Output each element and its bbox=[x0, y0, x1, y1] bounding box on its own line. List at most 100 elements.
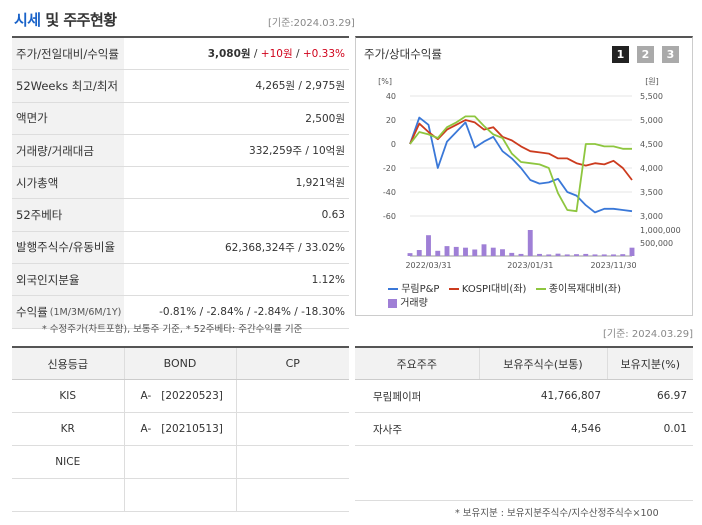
series-line bbox=[409, 116, 633, 214]
chart-reference-date: [기준: 2024.03.29] bbox=[603, 329, 694, 340]
volume-bar bbox=[527, 230, 533, 256]
volume-bar bbox=[620, 254, 626, 256]
y-right-tick-label: 3,000 bbox=[640, 212, 663, 221]
stats-row-foreign: 외국인지분율 1.12% bbox=[12, 264, 349, 297]
table-row: NICE bbox=[12, 445, 349, 479]
table-row bbox=[12, 478, 349, 512]
stats-value: 1,921억원 bbox=[295, 177, 345, 190]
stats-value: 4,265원 / 2,975원 bbox=[255, 80, 345, 93]
x-tick-label: 2023/11/30 bbox=[590, 261, 636, 270]
y-right-tick-label: 3,500 bbox=[640, 188, 663, 197]
volume-tick-label: 1,000,000 bbox=[640, 226, 681, 235]
volume-bar bbox=[407, 253, 413, 256]
major-holders-table: 주요주주 보유주식수(보통) 보유지분(%) 무림페이퍼 41,766,807 … bbox=[355, 346, 693, 446]
y-left-tick-label: -40 bbox=[383, 188, 396, 197]
stats-value: 62,368,324주 / 33.02% bbox=[224, 241, 345, 254]
x-tick-label: 2022/03/31 bbox=[405, 261, 451, 270]
y-right-tick-label: 5,500 bbox=[640, 92, 663, 101]
stats-value: 3,080원 / +10원 / +0.33% bbox=[207, 48, 345, 61]
volume-bar bbox=[481, 244, 487, 256]
col-header-ratio: 보유지분(%) bbox=[606, 347, 693, 380]
table-row: 자사주 4,546 0.01 bbox=[355, 412, 693, 446]
col-header-cp: CP bbox=[235, 347, 349, 380]
stats-value: 2,500원 bbox=[305, 112, 345, 125]
price-change: +10원 bbox=[260, 48, 293, 61]
volume-bar bbox=[592, 254, 598, 256]
chart-tab-1[interactable]: 1 bbox=[612, 46, 629, 63]
stats-row-returns: 수익률 (1M/3M/6M/1Y) -0.81% / -2.84% / -2.84… bbox=[12, 296, 349, 329]
volume-bar bbox=[435, 250, 441, 256]
stats-value: -0.81% / -2.84% / -2.84% / -18.30% bbox=[159, 306, 345, 319]
y-right-tick-label: 5,000 bbox=[640, 116, 663, 125]
stats-row-price: 주가/전일대비/수익률 3,080원 / +10원 / +0.33% bbox=[12, 38, 349, 71]
volume-bar bbox=[444, 246, 450, 256]
legend-item-paper: 종이목재대비(좌) bbox=[535, 284, 621, 295]
stats-label: 52주베타 bbox=[12, 199, 124, 231]
series-line bbox=[409, 115, 632, 213]
volume-bar bbox=[546, 254, 552, 256]
stats-label: 액면가 bbox=[12, 102, 124, 134]
col-header-rating: 신용등급 bbox=[12, 347, 124, 380]
chart-tab-2[interactable]: 2 bbox=[637, 46, 654, 63]
stats-row-volume: 거래량/거래대금 332,259주 / 10억원 bbox=[12, 134, 349, 168]
volume-bar bbox=[629, 247, 635, 256]
holders-footnote: * 보유지분 : 보유지분주식수/지수산정주식수×100 bbox=[455, 508, 659, 519]
col-header-shares: 보유주식수(보통) bbox=[478, 347, 607, 380]
chart-legend: 무림P&P KOSPI대비(좌) 종이목재대비(좌) bbox=[388, 280, 621, 295]
y-left-tick-label: 0 bbox=[391, 140, 396, 149]
volume-bar bbox=[574, 254, 579, 256]
volume-bar bbox=[583, 253, 589, 256]
volume-bar bbox=[426, 235, 431, 256]
section-title: 시세 및 주주현황 bbox=[14, 11, 117, 29]
stats-value: 332,259주 / 10억원 bbox=[249, 145, 345, 158]
volume-bar bbox=[518, 253, 524, 256]
stats-label: 주가/전일대비/수익률 bbox=[12, 38, 124, 70]
chart-panel: 주가/상대수익률 1 2 3 [%] [원] 40 5,500 20 5,000 0 4,… bbox=[355, 36, 693, 316]
x-tick-label: 2023/01/31 bbox=[507, 261, 553, 270]
stats-value: 0.63 bbox=[321, 209, 345, 222]
chart-title: 주가/상대수익률 bbox=[364, 47, 442, 61]
y-right-tick-label: 4,000 bbox=[640, 164, 663, 173]
credit-rating-table: 신용등급 BOND CP KIS A- [20220523] KR A- [20… bbox=[12, 346, 349, 512]
volume-bar bbox=[416, 250, 422, 256]
stats-label: 외국인지분율 bbox=[12, 264, 124, 296]
col-header-bond: BOND bbox=[123, 347, 236, 380]
stats-value: 1.12% bbox=[311, 273, 345, 286]
volume-bar bbox=[537, 253, 542, 256]
legend-item-stock: 무림P&P bbox=[388, 284, 439, 295]
chart-tab-3[interactable]: 3 bbox=[662, 46, 679, 63]
volume-bar bbox=[500, 249, 505, 256]
stats-row-52weeks: 52Weeks 최고/최저 4,265원 / 2,975원 bbox=[12, 70, 349, 103]
table-row: KR A- [20210513] bbox=[12, 412, 349, 446]
series-line bbox=[409, 119, 633, 181]
y-left-tick-label: -60 bbox=[383, 212, 396, 221]
price-stats-table: 주가/전일대비/수익률 3,080원 / +10원 / +0.33% 52Wee… bbox=[12, 36, 349, 329]
stats-row-shares: 발행주식수/유동비율 62,368,324주 / 33.02% bbox=[12, 231, 349, 265]
price-change-rate: +0.33% bbox=[302, 48, 345, 61]
holders-bottom-divider bbox=[355, 500, 693, 501]
volume-bar bbox=[611, 254, 616, 256]
stats-label: 발행주식수/유동비율 bbox=[12, 231, 124, 264]
stats-label: 거래량/거래대금 bbox=[12, 134, 124, 167]
y-left-tick-label: 40 bbox=[386, 92, 396, 101]
y-right-unit: [원] bbox=[645, 77, 659, 86]
volume-bar bbox=[490, 247, 496, 256]
table-row: KIS A- [20220523] bbox=[12, 379, 349, 413]
volume-bar bbox=[564, 254, 570, 256]
stats-label: 52Weeks 최고/최저 bbox=[12, 70, 124, 102]
volume-tick-label: 500,000 bbox=[640, 239, 673, 248]
stats-label: 시가총액 bbox=[12, 167, 124, 199]
reference-date: [기준:2024.03.29] bbox=[268, 18, 355, 29]
stats-row-beta: 52주베타 0.63 bbox=[12, 199, 349, 232]
price-chart: [%] [원] 40 5,500 20 5,000 0 4,500 -20 4,000 -40 3… bbox=[378, 77, 681, 270]
y-left-tick-label: -20 bbox=[383, 164, 396, 173]
y-left-unit: [%] bbox=[378, 77, 392, 86]
volume-bar bbox=[509, 252, 515, 256]
stats-label: 수익률 (1M/3M/6M/1Y) bbox=[12, 296, 124, 328]
y-left-tick-label: 20 bbox=[386, 116, 396, 125]
volume-bar bbox=[472, 249, 478, 256]
left-footnote: * 수정주가(차트포함), 보통주 기준, * 52주베타: 주간수익률 기준 bbox=[42, 324, 303, 335]
volume-bar bbox=[601, 254, 607, 256]
volume-bar bbox=[555, 253, 561, 256]
col-header-holder: 주요주주 bbox=[355, 347, 479, 380]
